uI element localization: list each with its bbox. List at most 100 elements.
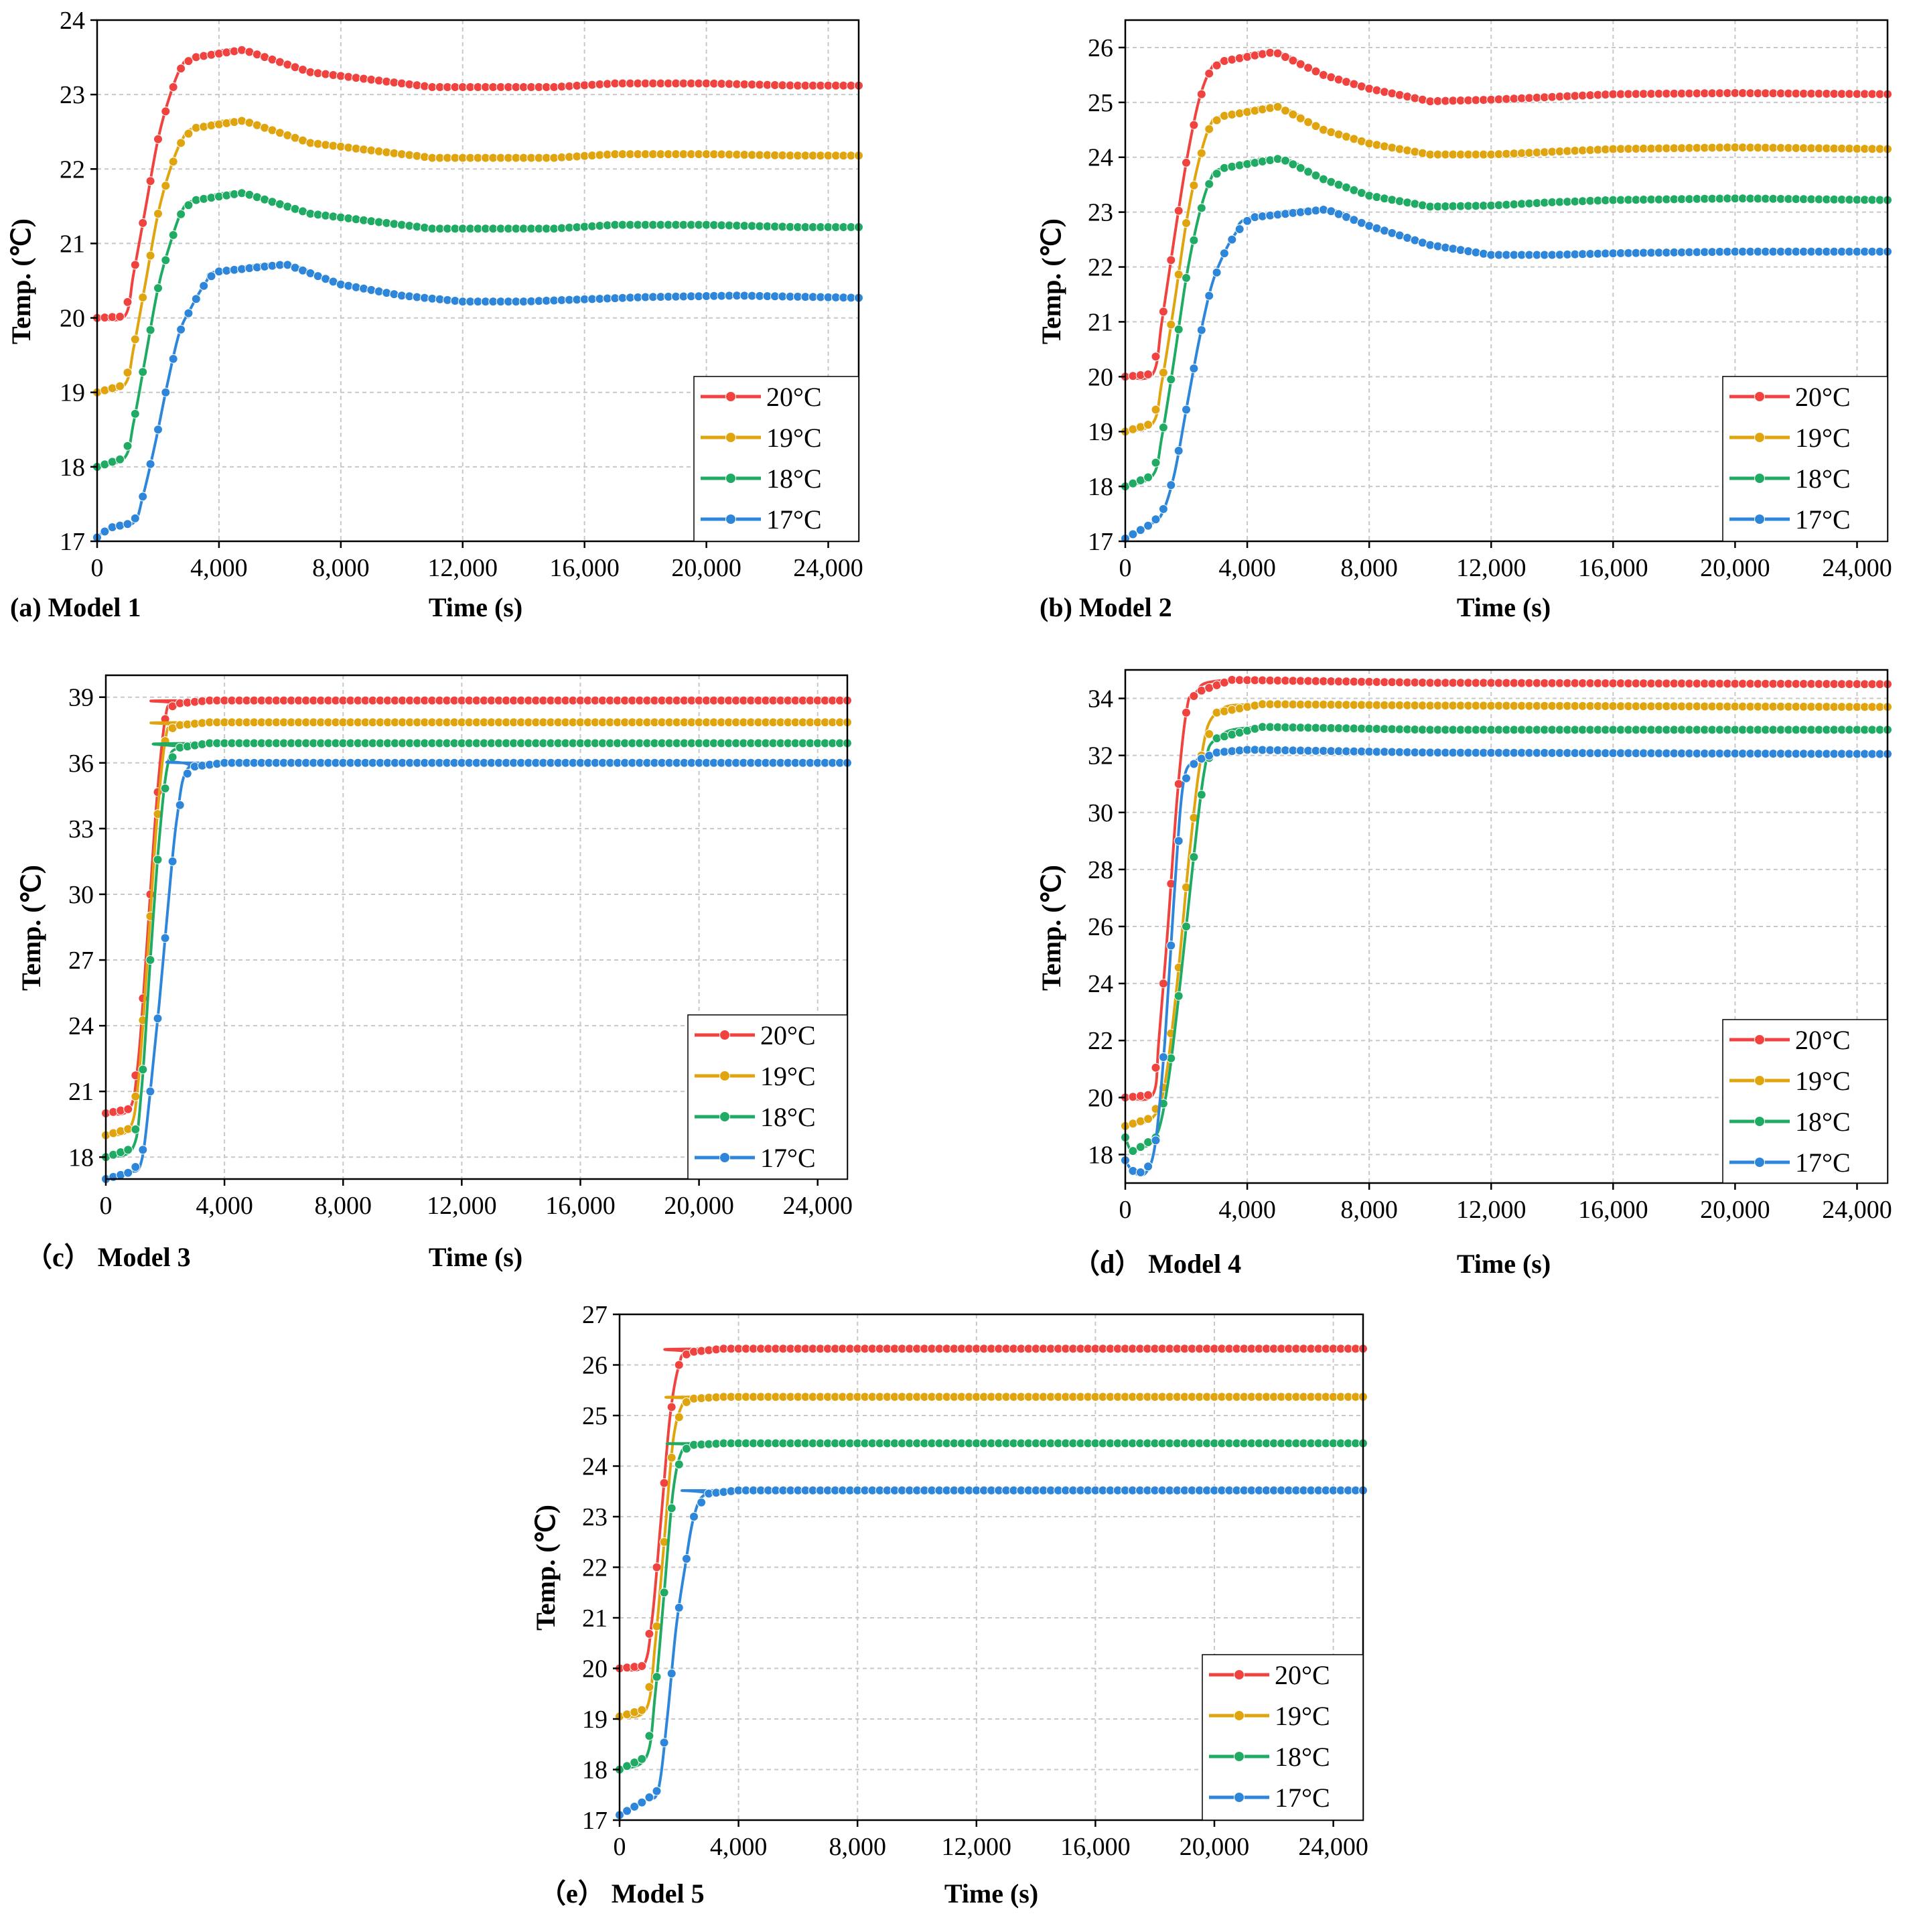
data-point (1417, 94, 1427, 105)
chart-panel-5: 0 4,000 8,000 12,000 16,000 20,000 24,000 17 18 1… (530, 1301, 1368, 1909)
y-tick-label: 24 (1088, 970, 1113, 998)
x-axis-label: Time (s) (429, 1242, 522, 1272)
data-point (138, 1064, 148, 1075)
y-tick-label: 26 (1088, 34, 1113, 62)
data-point (1242, 702, 1253, 712)
x-tick-label: 8,000 (1340, 1196, 1398, 1224)
data-point (153, 209, 163, 218)
legend-swatch-marker (725, 473, 736, 484)
data-point (1143, 420, 1153, 429)
data-point (1204, 68, 1214, 78)
x-tick-label: 20,000 (1700, 1196, 1770, 1224)
data-point (1174, 836, 1184, 846)
legend-label: 17°C (1795, 504, 1851, 535)
data-point (637, 1705, 647, 1715)
data-point (1212, 707, 1222, 717)
data-point (138, 1145, 148, 1155)
data-point (666, 1669, 677, 1679)
data-point (1288, 56, 1298, 66)
data-point (1219, 706, 1229, 716)
legend-swatch-marker (1754, 1034, 1765, 1045)
data-point (1395, 144, 1405, 154)
data-point (1196, 790, 1206, 800)
data-point (1387, 195, 1397, 205)
data-point (153, 1014, 163, 1024)
data-point (674, 1460, 684, 1469)
data-point (191, 195, 201, 205)
data-point (1128, 529, 1138, 539)
legend-swatch-marker (1754, 391, 1765, 402)
data-point (1128, 1146, 1138, 1156)
series-19°C (92, 116, 863, 397)
y-tick-label: 30 (68, 881, 94, 909)
y-tick-label: 22 (1088, 254, 1113, 282)
data-point (1158, 307, 1168, 317)
data-point (138, 293, 148, 302)
y-tick-label: 23 (1088, 199, 1113, 227)
data-point (374, 287, 384, 296)
legend-label: 19°C (760, 1061, 816, 1091)
series-17°C (1121, 205, 1892, 543)
data-point (130, 409, 140, 419)
data-point (1234, 109, 1245, 119)
data-point (1303, 63, 1314, 73)
series-19°C (1121, 102, 1892, 437)
data-point (176, 64, 186, 74)
data-point (168, 230, 178, 240)
data-point (131, 1162, 141, 1172)
data-point (674, 1360, 684, 1370)
data-point (1166, 480, 1176, 490)
data-point (351, 282, 361, 292)
data-point (1242, 726, 1253, 736)
y-tick-label: 22 (1088, 1027, 1113, 1055)
y-tick-label: 21 (1088, 308, 1113, 336)
legend-swatch-marker (1754, 1157, 1765, 1168)
data-point (1464, 247, 1474, 256)
data-point (1166, 320, 1176, 330)
data-point (191, 294, 201, 304)
data-point (115, 521, 125, 531)
data-point (145, 176, 155, 186)
panel-caption: （d） Model 4 (1073, 1249, 1241, 1279)
data-point (1242, 216, 1253, 226)
data-point (153, 283, 163, 293)
data-point (1250, 50, 1260, 60)
y-tick-label: 22 (582, 1554, 608, 1582)
data-point (1135, 1142, 1145, 1152)
x-tick-label: 8,000 (829, 1833, 886, 1861)
legend-swatch-marker (1754, 473, 1765, 484)
data-point (1166, 1053, 1176, 1063)
data-point (1143, 1090, 1153, 1100)
data-point (161, 107, 171, 117)
data-point (1318, 205, 1328, 214)
data-point (206, 121, 216, 131)
legend-label: 18°C (766, 464, 822, 494)
data-point (167, 752, 178, 762)
data-point (1174, 324, 1184, 334)
data-point (1265, 155, 1275, 165)
data-point (206, 50, 216, 60)
data-point (1182, 707, 1191, 717)
data-point (160, 783, 170, 793)
data-point (1234, 728, 1245, 738)
x-tick-label: 16,000 (549, 554, 620, 582)
data-point (161, 387, 171, 397)
legend-swatch-marker (1234, 1669, 1245, 1680)
series-19°C (101, 717, 852, 1140)
data-point (382, 288, 392, 298)
data-point (1273, 48, 1283, 58)
data-point (652, 1562, 662, 1572)
data-point (182, 768, 192, 778)
legend: 20°C 19°C 18°C 17°C (1202, 1654, 1364, 1821)
y-tick-label: 34 (1088, 685, 1113, 713)
data-point (1242, 52, 1253, 62)
data-point (1364, 84, 1374, 94)
legend-label: 19°C (1795, 423, 1851, 453)
data-point (184, 200, 194, 210)
data-point (1273, 154, 1283, 164)
y-tick-label: 21 (582, 1604, 608, 1633)
data-point (1196, 148, 1206, 158)
legend-box (1722, 1019, 1888, 1184)
chart-panel-4: 0 4,000 8,000 12,000 16,000 20,000 24,000 18 20 2… (1036, 669, 1892, 1279)
data-point (222, 48, 232, 58)
